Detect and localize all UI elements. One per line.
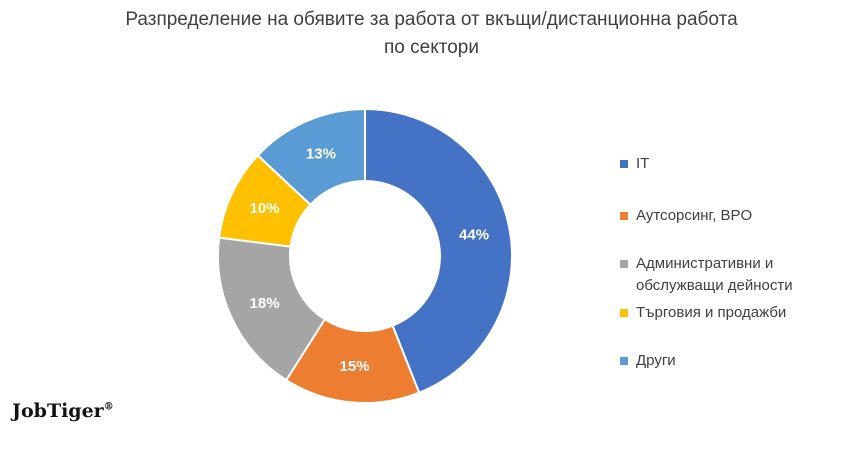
legend-item-it: IT bbox=[620, 153, 860, 175]
legend-swatch-it bbox=[620, 160, 628, 168]
legend-item-trade: Търговия и продажби bbox=[620, 302, 860, 324]
chart-title-line-2: по сектори bbox=[384, 37, 479, 58]
legend-label-other: Други bbox=[636, 352, 676, 369]
legend-swatch-other bbox=[620, 357, 628, 365]
logo-text: JobTiger bbox=[12, 400, 104, 422]
legend-swatch-trade bbox=[620, 309, 628, 317]
legend-item-other: Други bbox=[620, 350, 860, 372]
donut-slice-it bbox=[364, 107, 513, 394]
chart-title: Разпределение на обявите за работа от вк… bbox=[0, 6, 863, 62]
data-label-administrative: 18% bbox=[250, 295, 280, 312]
jobtiger-logo: JobTiger® bbox=[12, 400, 114, 422]
donut-slice-other bbox=[256, 107, 366, 207]
chart-title-line-1: Разпределение на обявите за работа от вк… bbox=[125, 9, 738, 30]
registered-mark: ® bbox=[103, 401, 114, 413]
donut-slice-administrative bbox=[217, 236, 327, 382]
data-label-outsourcing: 15% bbox=[340, 358, 370, 375]
data-label-it: 44% bbox=[459, 227, 489, 244]
legend-item-administrative: Административни и обслужващи дейности bbox=[620, 253, 860, 297]
legend-label-outsourcing: Аутсорсинг, BPO bbox=[636, 207, 753, 224]
legend-swatch-outsourcing bbox=[620, 212, 628, 220]
data-label-other: 13% bbox=[306, 146, 336, 163]
legend-label-administrative: Административни и обслужващи дейности bbox=[636, 255, 793, 294]
legend-item-outsourcing: Аутсорсинг, BPO bbox=[620, 205, 860, 227]
legend-label-trade: Търговия и продажби bbox=[636, 304, 787, 321]
data-label-trade: 10% bbox=[250, 200, 280, 217]
legend-label-it: IT bbox=[636, 155, 650, 172]
legend-swatch-administrative bbox=[620, 260, 628, 268]
